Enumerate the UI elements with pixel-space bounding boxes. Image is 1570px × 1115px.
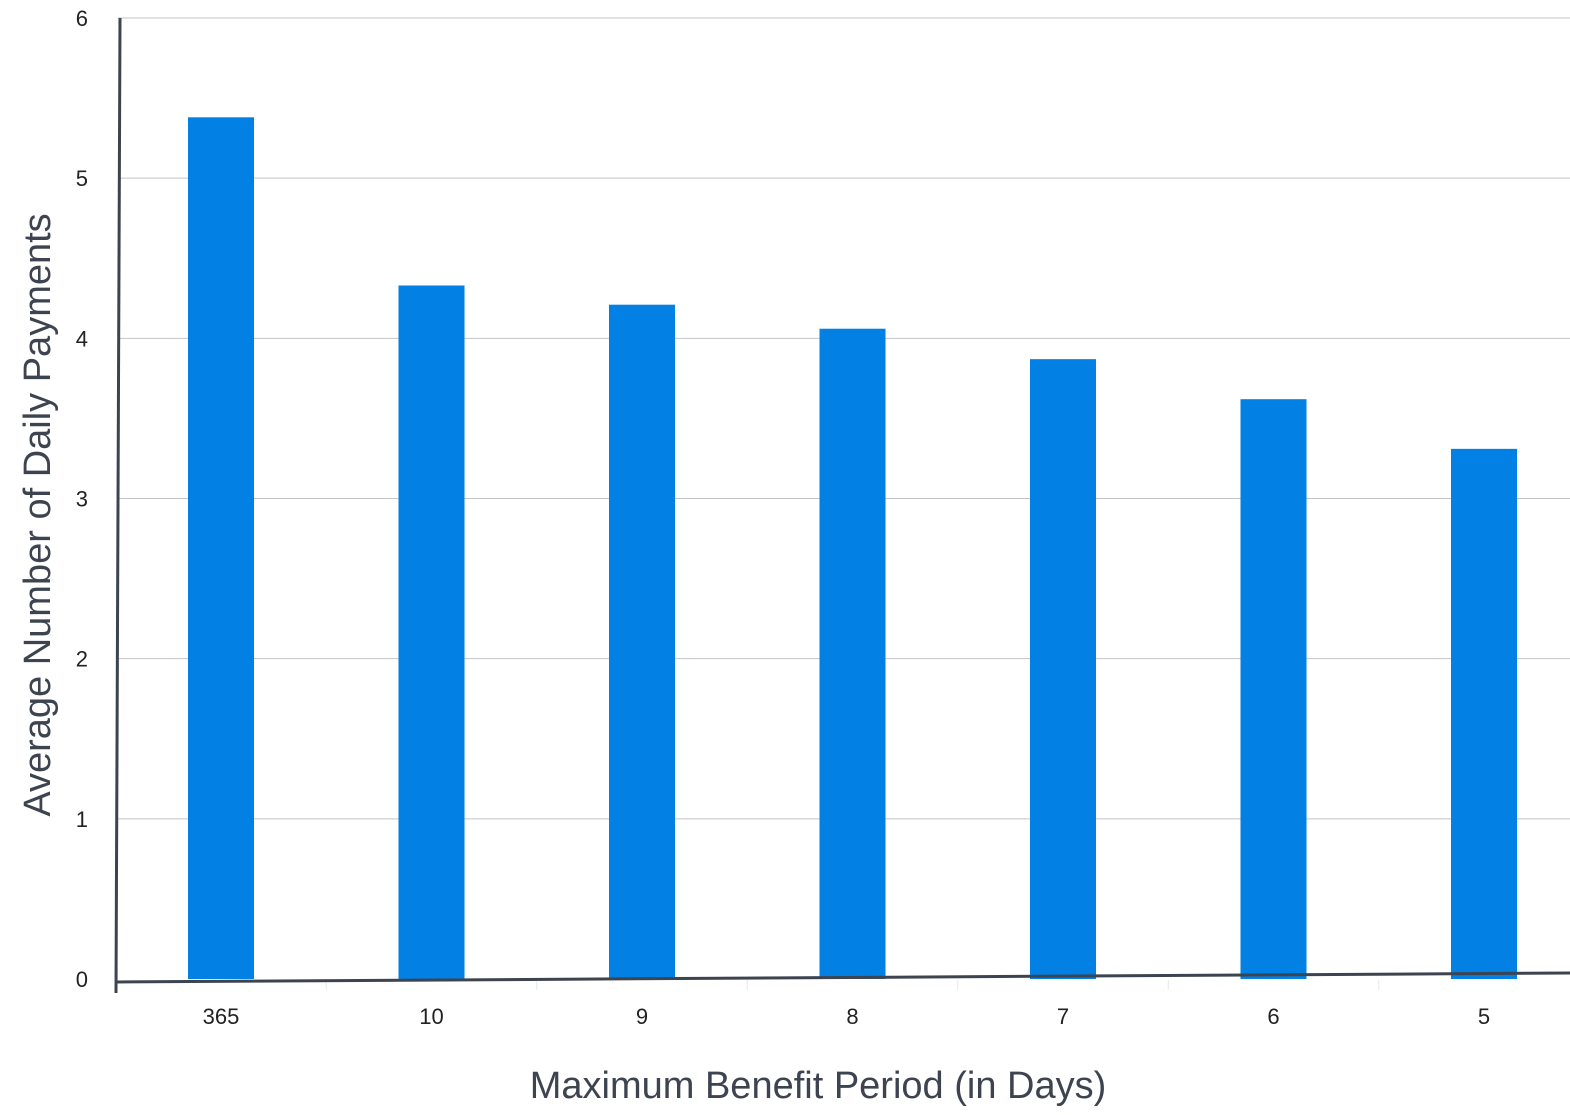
bars (188, 117, 1517, 979)
y-tick-label: 1 (76, 807, 88, 832)
x-tick-label: 9 (636, 1004, 648, 1029)
x-tick-label: 8 (846, 1004, 858, 1029)
x-tick-label: 5 (1478, 1004, 1490, 1029)
x-tick-label: 10 (419, 1004, 443, 1029)
y-axis-title: Average Number of Daily Payments (17, 213, 59, 816)
y-tick-label: 2 (76, 647, 88, 672)
x-tick-label: 365 (203, 1004, 240, 1029)
y-tick-label: 3 (76, 487, 88, 512)
bar (188, 117, 254, 979)
y-tick-labels: 0 1 2 3 4 5 6 (76, 6, 88, 992)
x-tick-marks (325, 980, 1380, 990)
bar (1451, 448, 1517, 979)
x-axis-title: Maximum Benefit Period (in Days) (530, 1065, 1107, 1107)
bar (1030, 359, 1096, 979)
y-axis-line (114, 17, 122, 994)
x-tick-label: 6 (1267, 1004, 1279, 1029)
y-tick-label: 5 (76, 166, 88, 191)
bar (819, 328, 886, 979)
bar (398, 285, 465, 979)
x-tick-label: 7 (1057, 1004, 1069, 1029)
y-tick-label: 4 (76, 326, 88, 351)
y-tick-label: 0 (76, 967, 88, 992)
y-tick-label: 6 (76, 6, 88, 31)
x-tick-labels: 365 10 9 8 7 6 5 (203, 1004, 1490, 1029)
bar (609, 304, 675, 979)
x-axis-line (115, 971, 1570, 984)
bar (1240, 399, 1307, 979)
